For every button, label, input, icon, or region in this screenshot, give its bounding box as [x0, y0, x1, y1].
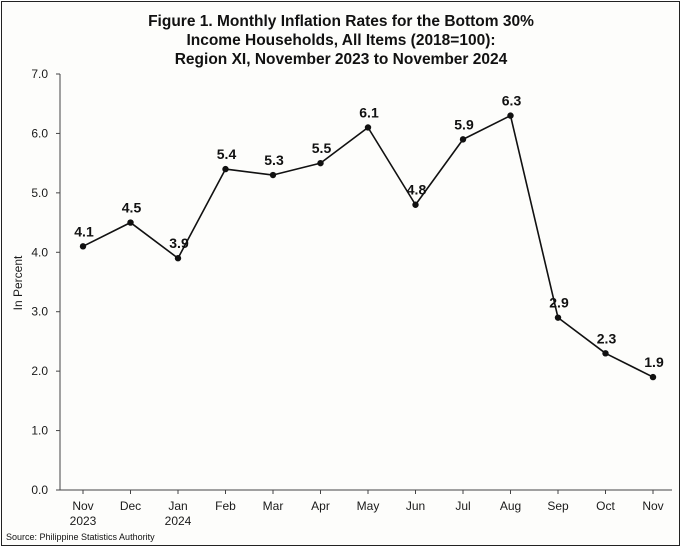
y-tick-label: 4.0	[31, 245, 48, 259]
data-label: 3.9	[169, 235, 189, 251]
y-tick-label: 2.0	[31, 364, 48, 378]
x-tick-label: Apr	[311, 499, 330, 513]
y-axis-title: In Percent	[11, 255, 25, 310]
series-points	[79, 112, 657, 381]
y-tick-label: 3.0	[31, 305, 48, 319]
data-label: 2.3	[597, 330, 617, 346]
chart-axes	[59, 74, 672, 491]
data-label: 5.9	[454, 116, 474, 132]
x-tick-label: Sep	[547, 499, 569, 513]
x-tick-label: Nov	[642, 499, 663, 513]
data-label: 1.9	[644, 354, 664, 370]
data-label: 6.1	[359, 104, 379, 120]
data-point	[174, 255, 182, 262]
x-tick-label: Feb	[215, 499, 236, 513]
data-point	[127, 219, 134, 226]
y-tick-label: 7.0	[31, 67, 48, 81]
data-point	[79, 243, 87, 250]
data-point	[412, 201, 419, 208]
y-tick-label: 5.0	[31, 186, 48, 200]
data-label: 4.1	[74, 223, 94, 239]
data-label: 4.5	[122, 200, 142, 216]
chart-title-line: Income Households, All Items (2018=100):	[186, 32, 495, 49]
x-tick-label: May	[357, 499, 380, 513]
data-label: 5.3	[264, 152, 284, 168]
chart-title: Figure 1. Monthly Inflation Rates for th…	[148, 13, 534, 68]
data-point	[507, 112, 514, 119]
data-label: 4.8	[407, 182, 427, 198]
data-point	[459, 136, 467, 143]
x-tick-label: Oct	[596, 499, 615, 513]
data-label: 5.4	[217, 146, 237, 162]
data-labels: 4.1 4.5 3.9 5.4 5.3 5.5 6.1 4.8 5.9 6.3 2.9 2.3 1.9	[74, 93, 664, 370]
chart-title-line: Region XI, November 2023 to November 202…	[175, 51, 508, 68]
data-point	[222, 165, 229, 173]
data-point	[364, 124, 372, 131]
x-tick-label: 2024	[165, 514, 192, 528]
x-tick-label: Nov	[72, 499, 93, 513]
y-tick-label: 1.0	[31, 424, 48, 438]
x-tick-label: Jun	[406, 499, 425, 513]
data-point	[554, 314, 562, 321]
y-tick-label: 6.0	[31, 126, 48, 140]
x-tick-label: Aug	[500, 499, 521, 513]
data-point	[602, 350, 609, 357]
x-tick-label: Dec	[120, 499, 141, 513]
y-tick-label: 0.0	[31, 483, 48, 497]
source-note: Source: Philippine Statistics Authority	[6, 532, 155, 542]
data-point	[317, 159, 324, 167]
data-point	[269, 171, 277, 179]
x-tick-label: 2023	[70, 514, 97, 528]
data-point	[649, 373, 657, 381]
y-axis-ticks: 0.0 1.0 2.0 3.0 4.0 5.0 6.0 7.0	[31, 67, 60, 497]
data-label: 5.5	[312, 140, 332, 156]
chart-title-line: Figure 1. Monthly Inflation Rates for th…	[148, 13, 534, 30]
x-tick-label: Jul	[455, 499, 470, 513]
data-label: 2.9	[549, 295, 569, 311]
x-tick-label: Jan	[168, 499, 187, 513]
x-tick-label: Mar	[263, 499, 284, 513]
data-label: 6.3	[502, 93, 522, 109]
